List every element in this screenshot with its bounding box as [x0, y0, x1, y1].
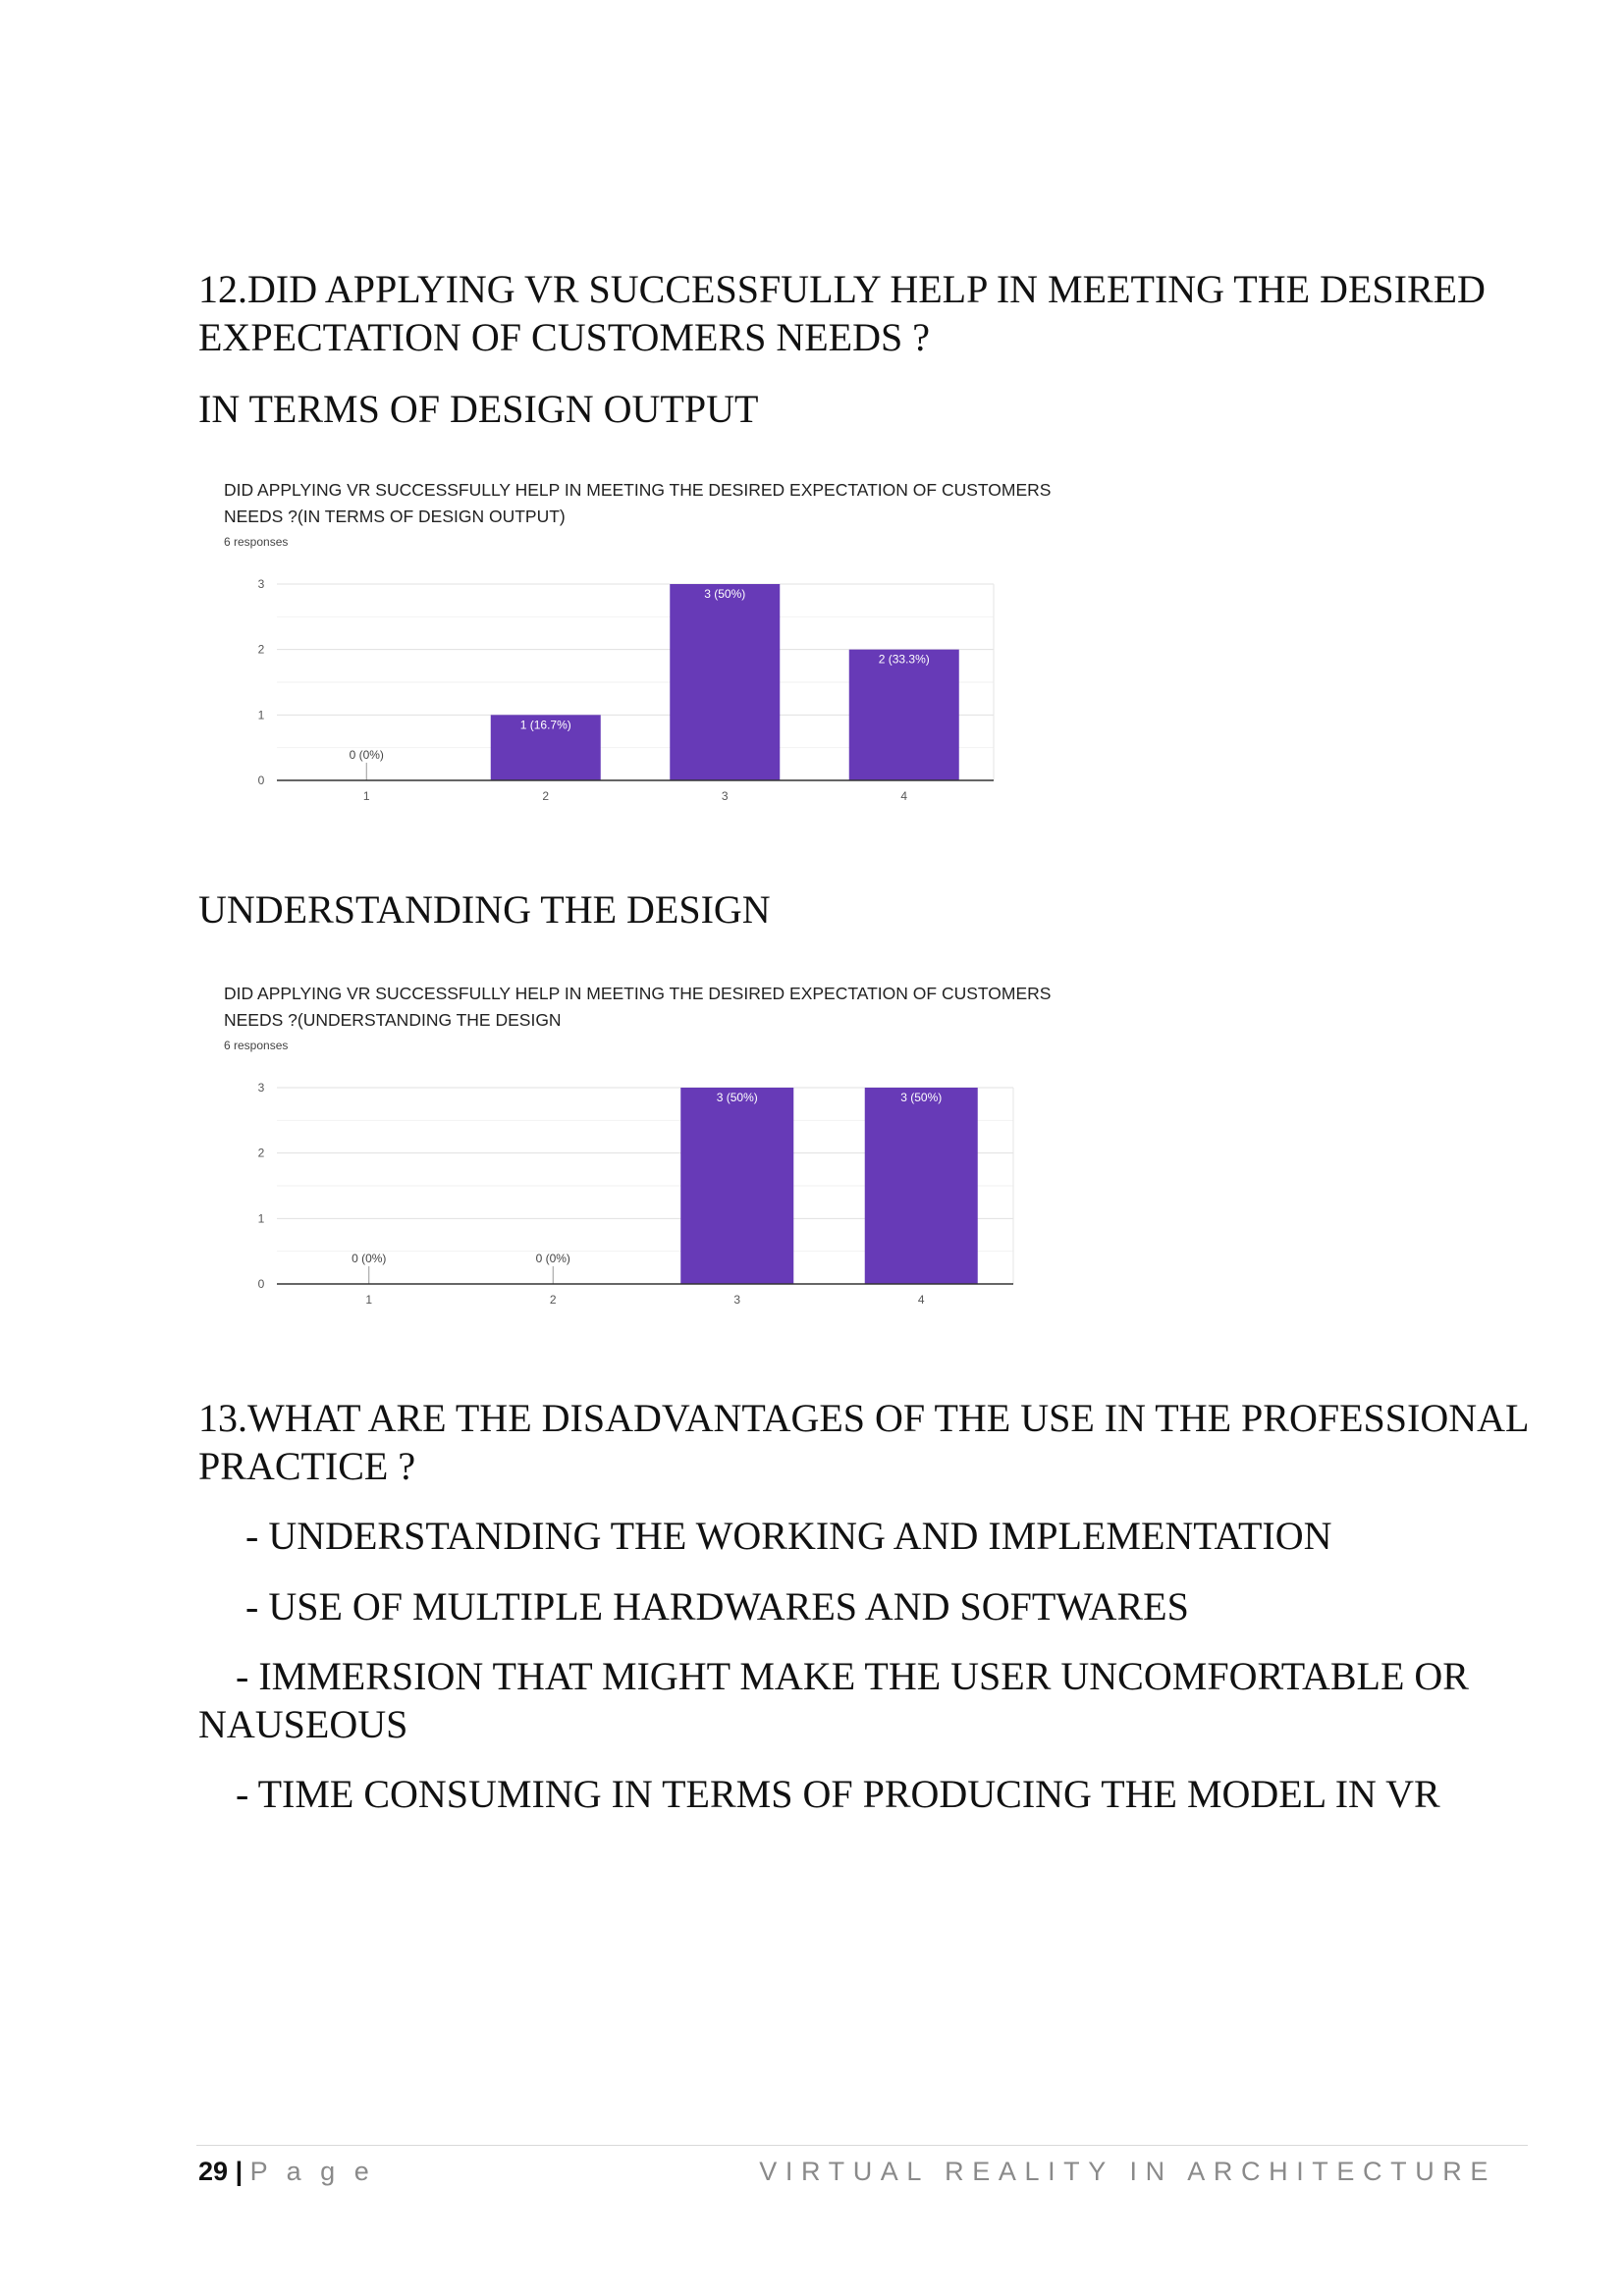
- x-tick-label: 2: [542, 789, 549, 803]
- section-heading-design-output: IN TERMS OF DESIGN OUTPUT: [198, 387, 759, 431]
- bar: [490, 715, 601, 780]
- x-tick-label: 4: [918, 1293, 925, 1307]
- chart-title-line: DID APPLYING VR SUCCESSFULLY HELP IN MEE…: [224, 984, 1051, 1003]
- bar-data-label: 3 (50%): [704, 587, 745, 601]
- chart-svg-understanding-design: DID APPLYING VR SUCCESSFULLY HELP IN MEE…: [224, 984, 1051, 1307]
- y-tick-label: 0: [258, 774, 265, 787]
- question-12-heading: 12.DID APPLYING VR SUCCESSFULLY HELP IN …: [198, 267, 1486, 359]
- disadvantage-item: - TIME CONSUMING IN TERMS OF PRODUCING T…: [236, 1772, 1440, 1816]
- bar-data-label: 3 (50%): [717, 1091, 758, 1104]
- bar-data-label: 0 (0%): [352, 1252, 386, 1265]
- y-tick-label: 1: [258, 708, 265, 721]
- y-tick-label: 1: [258, 1211, 265, 1225]
- footer-divider: [196, 2145, 1528, 2146]
- bar-data-label: 3 (50%): [900, 1091, 942, 1104]
- chart-response-count: 6 responses: [224, 1039, 288, 1052]
- bar-data-label: 2 (33.3%): [879, 653, 930, 667]
- x-tick-label: 1: [363, 789, 370, 803]
- bar: [680, 1088, 794, 1284]
- bar: [670, 584, 781, 780]
- x-tick-label: 4: [900, 789, 907, 803]
- bar-chart-design-output: DID APPLYING VR SUCCESSFULLY HELP IN MEE…: [218, 476, 1051, 810]
- y-tick-label: 3: [258, 577, 265, 591]
- chart-title-line: DID APPLYING VR SUCCESSFULLY HELP IN MEE…: [224, 480, 1051, 500]
- disadvantage-item: - IMMERSION THAT MIGHT MAKE THE USER UNC…: [198, 1654, 1469, 1746]
- page-number-block: 29 | P a g e: [198, 2156, 375, 2187]
- question-13-heading: 13.WHAT ARE THE DISADVANTAGES OF THE USE…: [198, 1396, 1528, 1488]
- x-tick-label: 3: [733, 1293, 740, 1307]
- y-tick-label: 2: [258, 643, 265, 657]
- x-tick-label: 2: [550, 1293, 557, 1307]
- bar-data-label: 1 (16.7%): [520, 718, 571, 731]
- bar-chart-understanding-design: DID APPLYING VR SUCCESSFULLY HELP IN MEE…: [218, 980, 1051, 1313]
- bar-data-label: 0 (0%): [350, 748, 384, 762]
- bar-data-label: 0 (0%): [536, 1252, 570, 1265]
- disadvantage-item: - USE OF MULTIPLE HARDWARES AND SOFTWARE…: [245, 1584, 1189, 1629]
- disadvantage-item: - UNDERSTANDING THE WORKING AND IMPLEMEN…: [245, 1514, 1332, 1558]
- x-tick-label: 3: [722, 789, 729, 803]
- page-separator: |: [235, 2157, 244, 2186]
- running-title: VIRTUAL REALITY IN ARCHITECTURE: [759, 2157, 1496, 2186]
- section-heading-understanding-design: UNDERSTANDING THE DESIGN: [198, 887, 771, 932]
- chart-svg-design-output: DID APPLYING VR SUCCESSFULLY HELP IN MEE…: [224, 480, 1051, 803]
- y-tick-label: 3: [258, 1081, 265, 1095]
- y-tick-label: 2: [258, 1147, 265, 1160]
- bar: [848, 649, 959, 780]
- bar: [864, 1088, 978, 1284]
- page-word: P a g e: [249, 2157, 375, 2186]
- chart-response-count: 6 responses: [224, 535, 288, 549]
- y-tick-label: 0: [258, 1277, 265, 1291]
- x-tick-label: 1: [365, 1293, 372, 1307]
- chart-title-line: NEEDS ?(UNDERSTANDING THE DESIGN: [224, 1010, 562, 1030]
- chart-title-line: NEEDS ?(IN TERMS OF DESIGN OUTPUT): [224, 507, 566, 526]
- page-number: 29: [198, 2157, 229, 2186]
